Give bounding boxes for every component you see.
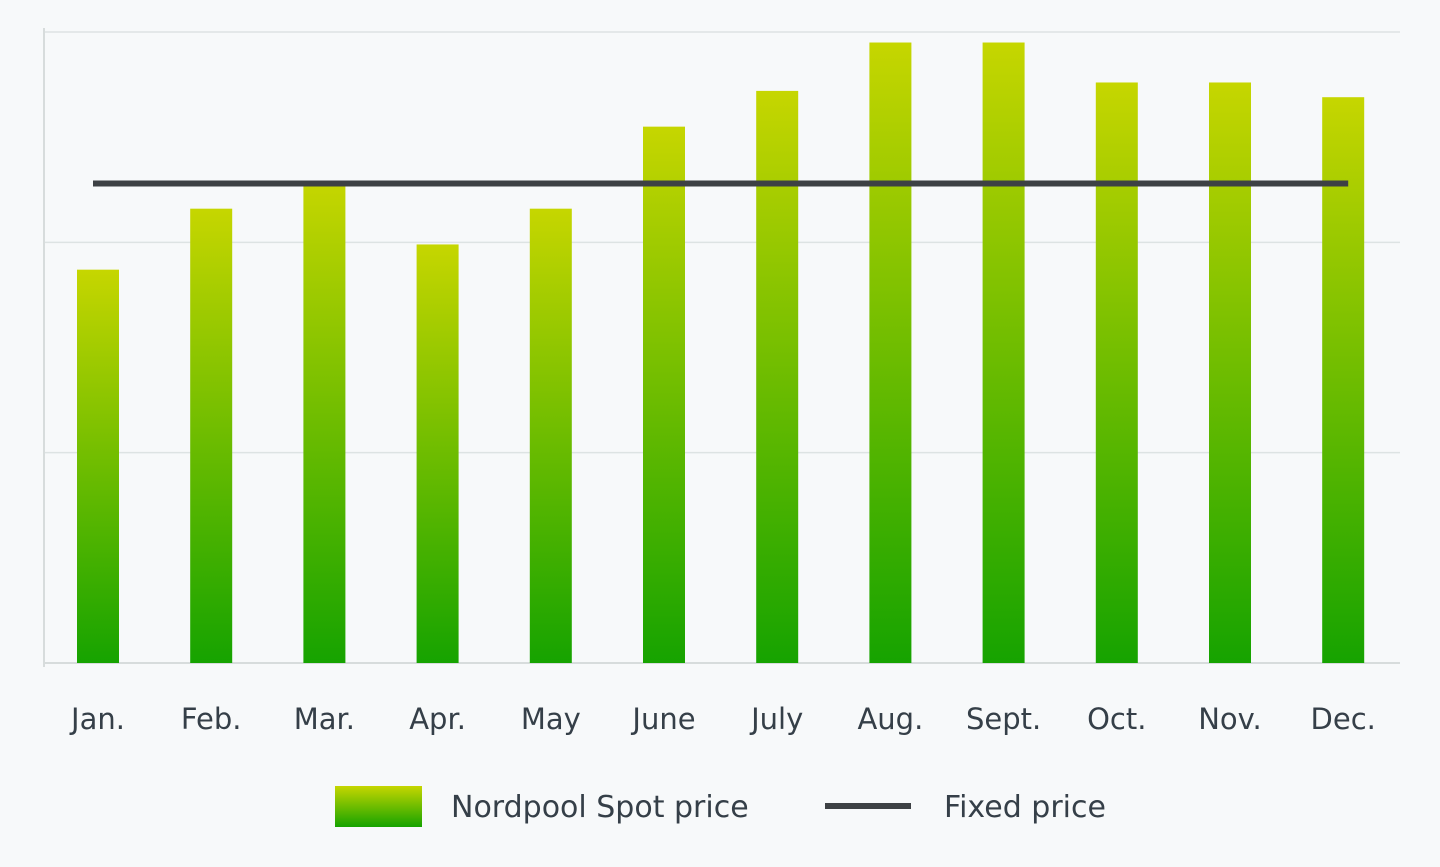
bar-mar bbox=[303, 181, 346, 663]
legend-label-spot-price: Nordpool Spot price bbox=[451, 790, 749, 825]
x-tick-label: Oct. bbox=[1087, 702, 1146, 736]
x-tick-label: Aug. bbox=[857, 702, 923, 736]
gridlines bbox=[43, 28, 1400, 667]
bar-july bbox=[756, 90, 799, 664]
bar-dec bbox=[1322, 97, 1365, 664]
x-tick-label: Apr. bbox=[409, 702, 466, 736]
bar-jan bbox=[77, 269, 119, 663]
legend-label-fixed-price: Fixed price bbox=[944, 790, 1106, 825]
x-tick-label: Sept. bbox=[966, 702, 1041, 736]
x-tick-label: Jan. bbox=[69, 702, 125, 736]
x-tick-label: May bbox=[521, 702, 581, 736]
bars bbox=[77, 42, 1365, 664]
legend-swatch-spot-price bbox=[335, 786, 422, 827]
bar-feb bbox=[190, 208, 233, 663]
x-tick-label: July bbox=[749, 702, 803, 736]
x-tick-label: Dec. bbox=[1311, 702, 1376, 736]
bar-aug bbox=[869, 42, 912, 664]
bar-may bbox=[529, 208, 572, 663]
bar-apr bbox=[416, 244, 459, 664]
x-tick-label: Mar. bbox=[294, 702, 355, 736]
bar-june bbox=[643, 126, 685, 663]
x-tick-label: Feb. bbox=[181, 702, 242, 736]
x-tick-label: June bbox=[630, 702, 695, 736]
bar-sept bbox=[982, 42, 1025, 664]
x-tick-label: Nov. bbox=[1198, 702, 1262, 736]
bar-oct bbox=[1095, 82, 1138, 664]
bar-nov bbox=[1209, 82, 1251, 664]
legend: Nordpool Spot price Fixed price bbox=[335, 786, 1106, 827]
x-axis-labels: Jan. Feb. Mar. Apr. May June July Aug. Sept. Oct.… bbox=[69, 702, 1376, 736]
